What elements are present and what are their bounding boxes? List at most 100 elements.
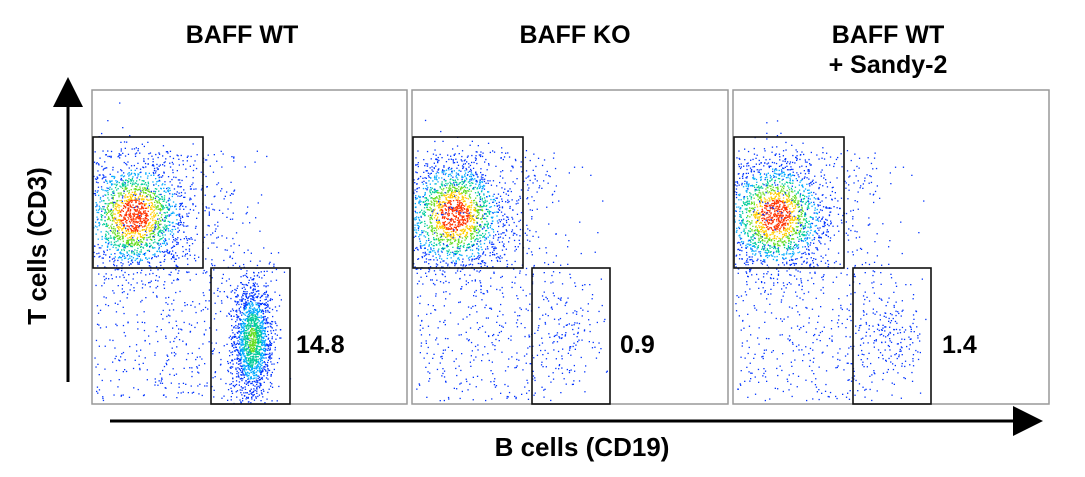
event-dot xyxy=(466,197,468,199)
event-dot xyxy=(131,185,133,187)
event-dot xyxy=(178,257,180,259)
event-dot xyxy=(102,206,104,208)
event-dot xyxy=(474,279,476,281)
event-dot xyxy=(244,299,246,301)
event-dot xyxy=(469,170,471,172)
event-dot xyxy=(465,177,467,179)
event-dot xyxy=(487,236,489,238)
event-dot xyxy=(251,345,254,347)
event-dot xyxy=(178,222,180,224)
event-dot xyxy=(447,218,450,220)
event-dot xyxy=(245,293,247,296)
event-dot xyxy=(213,292,215,294)
event-dot xyxy=(147,206,149,208)
event-dot xyxy=(464,194,466,197)
event-dot xyxy=(117,303,119,305)
event-dot xyxy=(96,162,98,164)
event-dot xyxy=(255,396,257,398)
event-dot xyxy=(98,252,100,254)
event-dot xyxy=(427,234,430,237)
event-dot xyxy=(250,353,252,355)
event-dot xyxy=(450,218,452,220)
event-dot xyxy=(429,167,431,169)
event-dot xyxy=(466,227,469,229)
event-dot xyxy=(139,152,141,154)
event-dot xyxy=(198,364,200,366)
event-dot xyxy=(136,252,138,254)
event-dot xyxy=(263,361,265,363)
event-dot xyxy=(216,289,219,291)
event-dot xyxy=(141,287,144,289)
event-dot xyxy=(268,344,270,347)
event-dot xyxy=(251,322,253,324)
event-dot xyxy=(186,239,189,241)
event-dot xyxy=(221,188,223,190)
event-dot xyxy=(243,306,246,308)
event-dot xyxy=(456,233,458,236)
event-dot xyxy=(430,279,432,281)
event-dot xyxy=(217,236,219,238)
event-dot xyxy=(146,214,148,217)
event-dot xyxy=(189,188,192,190)
event-dot xyxy=(447,250,449,253)
event-dot xyxy=(132,216,134,218)
event-dot xyxy=(160,223,162,225)
event-dot xyxy=(476,173,478,175)
event-dot xyxy=(256,346,258,348)
event-dot xyxy=(170,253,173,255)
event-dot xyxy=(107,211,110,213)
event-dot xyxy=(225,382,227,385)
event-dot xyxy=(127,173,129,175)
event-dot xyxy=(239,369,242,372)
event-dot xyxy=(156,296,158,298)
event-dot xyxy=(267,371,269,373)
event-dot xyxy=(245,304,247,306)
event-dot xyxy=(240,377,243,379)
event-dot xyxy=(121,238,123,240)
event-dot xyxy=(110,215,113,217)
event-dot xyxy=(152,192,154,194)
event-dot xyxy=(455,206,458,208)
event-dot xyxy=(264,361,266,364)
event-dot xyxy=(99,223,101,225)
event-dot xyxy=(135,200,137,202)
event-dot xyxy=(144,214,147,216)
event-dot xyxy=(448,189,450,192)
event-dot xyxy=(259,382,261,384)
event-dot xyxy=(201,394,203,397)
event-dot xyxy=(132,257,135,259)
event-dot xyxy=(461,229,463,231)
event-dot xyxy=(103,208,105,210)
event-dot xyxy=(227,362,229,365)
event-dot xyxy=(213,209,216,211)
event-dot xyxy=(201,187,203,189)
event-dot xyxy=(235,324,237,327)
event-dot xyxy=(187,225,189,227)
event-dot xyxy=(204,385,206,387)
event-dot xyxy=(165,302,167,304)
event-dot xyxy=(137,175,139,177)
event-dot xyxy=(114,243,116,245)
event-dot xyxy=(250,292,252,294)
event-dot xyxy=(265,307,267,309)
event-dot xyxy=(499,221,501,223)
event-dot xyxy=(192,209,195,211)
event-dot xyxy=(503,232,505,234)
event-dot xyxy=(153,214,155,216)
event-dot xyxy=(251,382,253,385)
event-dot xyxy=(134,182,136,184)
event-dot xyxy=(501,207,504,209)
event-dot xyxy=(258,387,261,389)
event-dot xyxy=(211,242,213,244)
event-dot xyxy=(452,159,454,161)
event-dot xyxy=(96,216,98,218)
event-dot xyxy=(124,183,127,185)
event-dot xyxy=(249,302,251,304)
event-dot xyxy=(102,189,104,191)
event-dot xyxy=(152,219,154,222)
event-dot xyxy=(502,237,504,239)
event-dot xyxy=(126,196,129,198)
event-dot xyxy=(256,365,258,367)
event-dot xyxy=(133,230,135,232)
event-dot xyxy=(250,365,252,367)
